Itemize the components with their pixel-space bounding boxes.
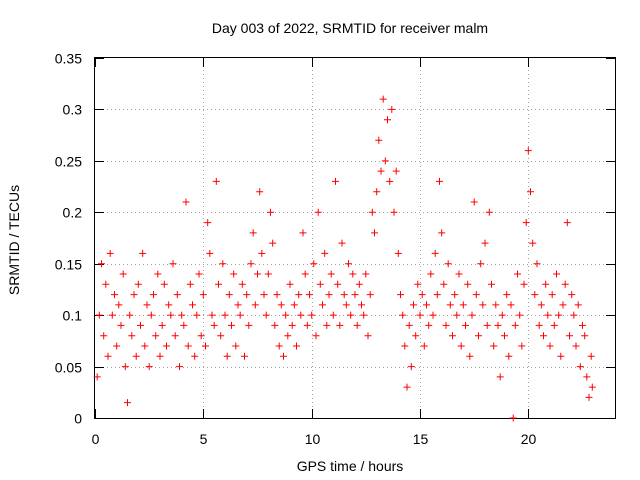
- y-tick-label: 0.2: [63, 205, 83, 221]
- x-tick-label: 5: [200, 431, 208, 447]
- x-axis-label: GPS time / hours: [297, 458, 404, 474]
- y-tick-label: 0.1: [63, 308, 83, 324]
- chart-title: Day 003 of 2022, SRMTID for receiver mal…: [212, 20, 488, 36]
- x-tick-label: 20: [521, 431, 537, 447]
- y-tick-label: 0.15: [55, 257, 82, 273]
- y-tick-label: 0.3: [63, 102, 83, 118]
- y-axis-label: SRMTID / TECUs: [6, 185, 22, 295]
- chart-background: [0, 0, 640, 480]
- x-tick-label: 0: [92, 431, 100, 447]
- x-tick-label: 15: [413, 431, 429, 447]
- srmtid-scatter-chart: 0 0.05 0.1 0.15 0.2 0.25 0.3 0.35 0 5 10 15 20 Day …: [0, 0, 640, 480]
- y-tick-label: 0.05: [55, 360, 82, 376]
- y-tick-label: 0.25: [55, 154, 82, 170]
- y-tick-label: 0.35: [55, 51, 82, 67]
- x-tick-label: 10: [305, 431, 321, 447]
- y-tick-label: 0: [74, 411, 82, 427]
